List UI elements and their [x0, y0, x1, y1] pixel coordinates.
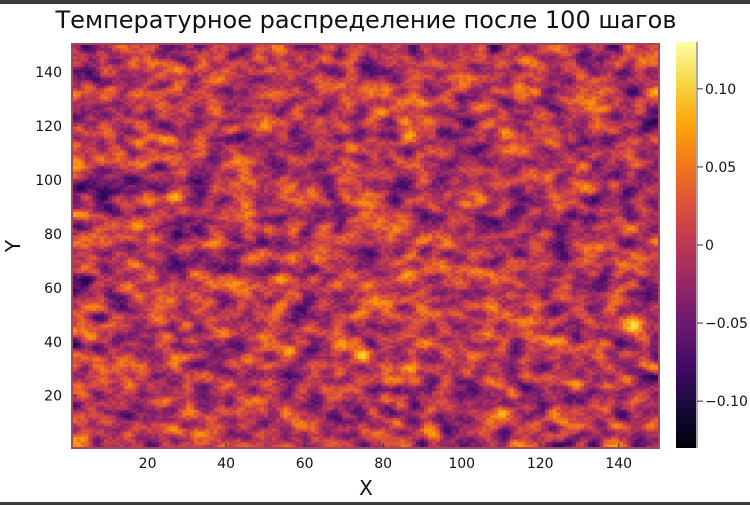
window-top-edge	[0, 0, 750, 4]
heatmap-area	[73, 45, 659, 448]
chart-title: Температурное распределение после 100 ша…	[55, 6, 677, 34]
